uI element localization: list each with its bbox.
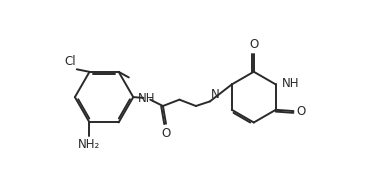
Text: NH: NH <box>282 77 300 90</box>
Text: Cl: Cl <box>64 55 75 68</box>
Text: N: N <box>211 88 220 101</box>
Text: NH₂: NH₂ <box>78 138 100 151</box>
Text: O: O <box>162 127 171 140</box>
Text: NH: NH <box>138 92 155 105</box>
Text: O: O <box>249 38 258 51</box>
Text: O: O <box>297 105 306 118</box>
